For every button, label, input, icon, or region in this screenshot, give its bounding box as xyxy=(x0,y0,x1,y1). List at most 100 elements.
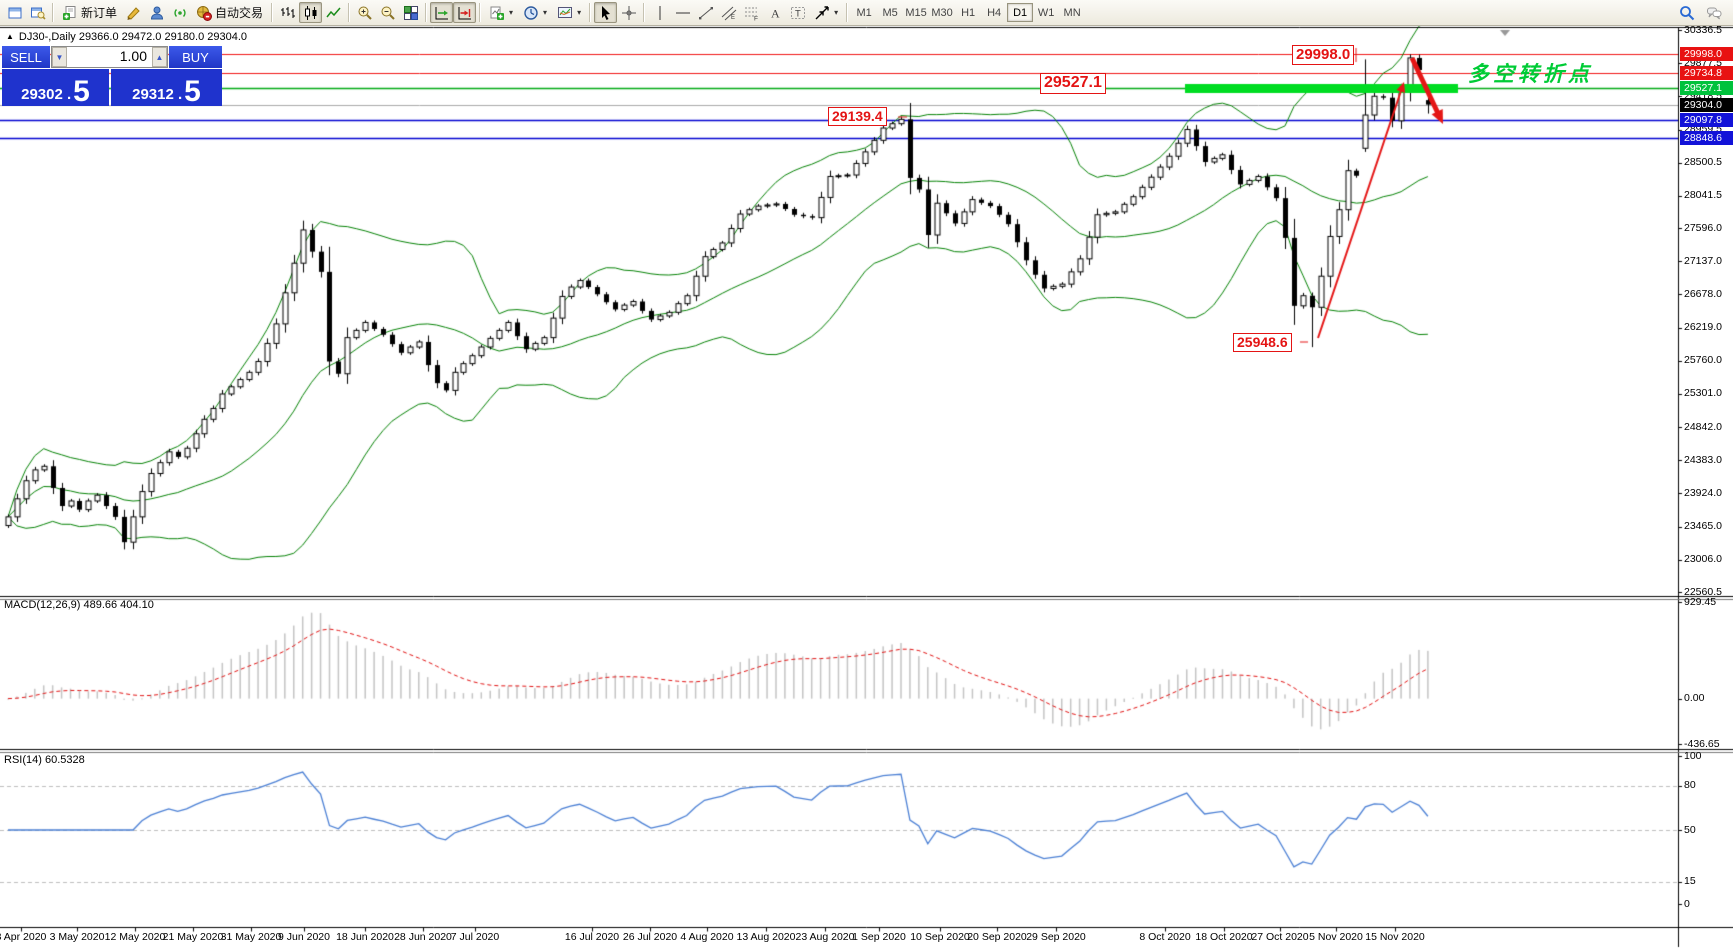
bar-chart-button[interactable] xyxy=(276,2,299,23)
volume-input[interactable]: 1.00 xyxy=(119,48,147,64)
zoomin-icon xyxy=(358,6,372,20)
tiles-icon xyxy=(403,5,418,20)
new-order-button[interactable]: 新订单 xyxy=(57,2,122,23)
buy-price-display[interactable]: 29312 . 5 xyxy=(111,69,222,109)
chat-button[interactable] xyxy=(1702,2,1725,23)
chart-shift-button[interactable] xyxy=(453,2,477,23)
date-axis-label: 5 Nov 2020 xyxy=(1309,931,1363,943)
svg-text:A: A xyxy=(771,6,780,20)
symbol-ohlc-text: DJ30-,Daily 29366.0 29472.0 29180.0 2930… xyxy=(18,31,248,43)
volume-up-stepper[interactable]: ▲ xyxy=(152,47,167,67)
crosshair-icon xyxy=(621,5,636,20)
cursor-button[interactable] xyxy=(594,2,618,23)
toolbar-separator xyxy=(589,3,592,22)
chat-icon xyxy=(1706,7,1721,19)
date-axis-label: 16 Jul 2020 xyxy=(564,931,620,943)
metaeditor-button[interactable] xyxy=(122,2,145,23)
autotrade-icon xyxy=(197,5,213,21)
buy-price-big-digit: 5 xyxy=(184,75,201,109)
expert-advisors-button[interactable] xyxy=(145,2,168,23)
date-axis-label: 3 Apr 2020 xyxy=(0,931,47,943)
date-axis-label: 15 Nov 2020 xyxy=(1365,931,1425,943)
timeframe-w1-button[interactable]: W1 xyxy=(1037,6,1055,19)
search-button[interactable] xyxy=(1675,2,1698,23)
editor-icon xyxy=(126,6,140,20)
vertical-line-button[interactable] xyxy=(648,2,671,23)
signals-button[interactable] xyxy=(168,2,191,23)
toolbar-separator xyxy=(425,3,428,22)
symbol-info-line: ▲ DJ30-,Daily 29366.0 29472.0 29180.0 29… xyxy=(6,31,247,43)
toolbar-separator xyxy=(52,3,54,22)
date-axis-label: 21 May 2020 xyxy=(162,931,224,943)
date-axis-label: 4 Aug 2020 xyxy=(680,931,734,943)
timeframe-m1-button[interactable]: M1 xyxy=(856,6,872,19)
rsi-axis-tick: 80 xyxy=(1684,779,1696,792)
autotrading-button[interactable]: 自动交易 xyxy=(191,2,268,23)
price-axis-tick: 25301.0 xyxy=(1684,387,1722,400)
text-button[interactable]: A xyxy=(763,2,786,23)
candlestick-chart-button[interactable] xyxy=(299,2,323,23)
text-label-button[interactable]: T xyxy=(786,2,809,23)
date-axis-label: 7 Jul 2020 xyxy=(450,931,500,943)
date-axis-label: 23 Aug 2020 xyxy=(795,931,855,943)
price-axis-tick: 26219.0 xyxy=(1684,321,1722,334)
price-annotation-label: 25948.6 xyxy=(1233,333,1292,352)
channel-button[interactable]: E xyxy=(717,2,740,23)
crosshair-button[interactable] xyxy=(617,2,640,23)
chevron-down-icon[interactable]: ▾ xyxy=(543,8,548,17)
buy-button[interactable]: BUY xyxy=(169,46,222,68)
periods-button[interactable]: ▾ xyxy=(518,2,552,23)
trendline-button[interactable] xyxy=(694,2,717,23)
timeframe-m30-button[interactable]: M30 xyxy=(931,6,953,19)
price-tag: 29304.0 xyxy=(1680,97,1733,112)
date-axis-label: 9 Jun 2020 xyxy=(278,931,330,943)
sell-button[interactable]: SELL xyxy=(2,46,50,68)
toolbar-separator xyxy=(271,3,274,22)
price-tag: 29527.1 xyxy=(1680,81,1733,96)
date-axis-label: 13 Aug 2020 xyxy=(736,931,796,943)
chart-profile-button[interactable] xyxy=(26,2,49,23)
timeframe-h1-button[interactable]: H1 xyxy=(961,6,976,19)
timeframe-m5-button[interactable]: M5 xyxy=(882,6,898,19)
rsi-axis-tick: 0 xyxy=(1684,897,1690,910)
timeframe-h4-button[interactable]: H4 xyxy=(987,6,1002,19)
cursor-icon xyxy=(601,5,610,20)
date-axis-label: 1 Sep 2020 xyxy=(852,931,906,943)
chevron-down-icon[interactable]: ▾ xyxy=(834,8,839,17)
price-axis-tick: 23006.0 xyxy=(1684,553,1722,566)
autotrading-button-label: 自动交易 xyxy=(215,6,264,20)
collapse-panel-icon[interactable]: ▲ xyxy=(6,32,14,41)
autoscroll-icon xyxy=(435,6,448,19)
auto-scroll-button[interactable] xyxy=(430,2,454,23)
price-axis-tick: 24383.0 xyxy=(1684,453,1722,466)
indicators-icon xyxy=(490,6,505,20)
price-tag: 28848.6 xyxy=(1680,130,1733,145)
chevron-down-icon[interactable]: ▾ xyxy=(509,8,514,17)
price-axis-tick: 30336.5 xyxy=(1684,23,1722,36)
svg-text:T: T xyxy=(795,8,801,19)
timeframe-m15-button[interactable]: M15 xyxy=(905,6,927,19)
zoom-in-button[interactable] xyxy=(353,2,376,23)
chevron-down-icon[interactable]: ▾ xyxy=(577,8,582,17)
channel-icon: E xyxy=(721,6,736,21)
timeframe-d1-button[interactable]: D1 xyxy=(1007,3,1034,22)
tile-windows-button[interactable] xyxy=(399,2,422,23)
zoom-out-button[interactable] xyxy=(376,2,399,23)
sell-price-display[interactable]: 29302 . 5 xyxy=(2,69,109,107)
date-axis-label: 8 Oct 2020 xyxy=(1139,931,1191,943)
timeframe-mn-button[interactable]: MN xyxy=(1063,6,1081,19)
line-chart-button[interactable] xyxy=(322,2,345,23)
horizontal-line-button[interactable] xyxy=(671,2,694,23)
price-axis-tick: 25760.0 xyxy=(1684,354,1722,367)
svg-text:E: E xyxy=(731,15,735,21)
templates-button[interactable]: ▾ xyxy=(552,2,586,23)
date-axis-label: 18 Oct 2020 xyxy=(1195,931,1253,943)
rsi-indicator-label: RSI(14) 60.5328 xyxy=(4,754,85,766)
volume-down-stepper[interactable]: ▼ xyxy=(52,47,67,67)
indicators-button[interactable]: ▾ xyxy=(484,2,518,23)
fibonacci-button[interactable]: F xyxy=(740,2,763,23)
date-axis-label: 31 May 2020 xyxy=(220,931,282,943)
arrows-button[interactable]: ▾ xyxy=(809,2,843,23)
new-chart-button[interactable] xyxy=(3,2,26,23)
